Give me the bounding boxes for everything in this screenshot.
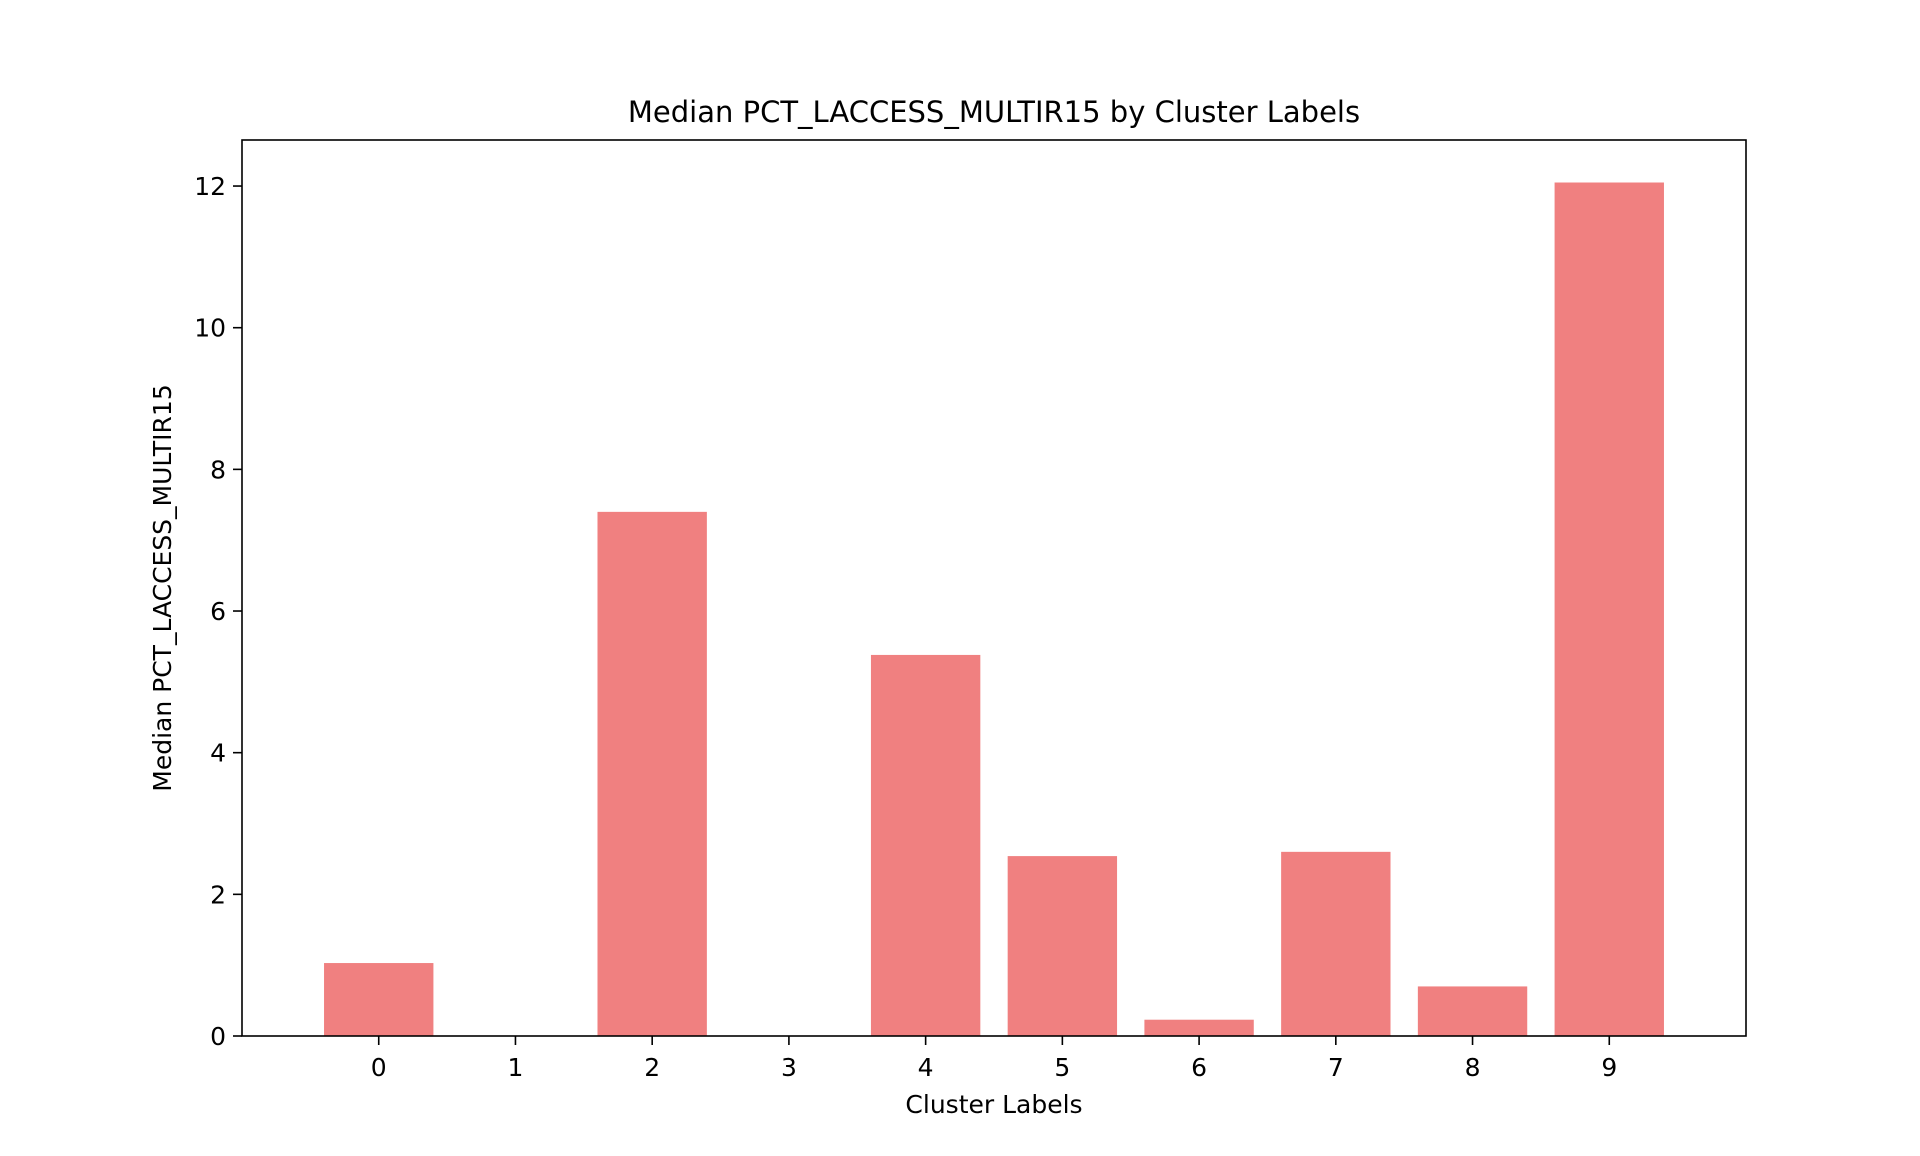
chart-title: Median PCT_LACCESS_MULTIR15 by Cluster L…: [628, 95, 1360, 129]
y-axis-label: Median PCT_LACCESS_MULTIR15: [148, 384, 177, 791]
y-tick-label: 12: [194, 172, 226, 201]
bar-4: [870, 654, 981, 1036]
y-tick-label: 2: [210, 880, 226, 909]
bar-0: [324, 963, 434, 1036]
bar-6: [1144, 1019, 1254, 1036]
x-tick-label: 8: [1465, 1053, 1481, 1082]
bar-2: [597, 511, 707, 1037]
plot-frame: [241, 139, 1747, 1037]
y-tick-label: 8: [210, 455, 226, 484]
x-axis-label: Cluster Labels: [905, 1090, 1082, 1119]
y-tick-label: 10: [194, 314, 226, 343]
x-tick-label: 6: [1191, 1053, 1207, 1082]
y-axis: 0 2 4 6 8 10 12: [194, 172, 242, 1051]
x-tick-label: 3: [781, 1053, 797, 1082]
x-tick-label: 2: [644, 1053, 660, 1082]
x-tick-label: 5: [1054, 1053, 1070, 1082]
bar-9: [1554, 182, 1664, 1036]
x-axis: 0 1 2 3 4 5 6 7 8 9: [371, 1036, 1617, 1082]
x-tick-label: 9: [1601, 1053, 1617, 1082]
x-tick-label: 7: [1328, 1053, 1344, 1082]
y-tick-label: 0: [210, 1022, 226, 1051]
bar-8: [1417, 986, 1528, 1036]
bar-5: [1007, 856, 1118, 1036]
bars-layer: [324, 182, 1664, 1037]
y-tick-label: 4: [210, 739, 226, 768]
bar-7: [1281, 851, 1391, 1036]
x-tick-label: 4: [918, 1053, 934, 1082]
y-tick-label: 6: [210, 597, 226, 626]
x-tick-label: 0: [371, 1053, 387, 1082]
x-tick-label: 1: [508, 1053, 524, 1082]
